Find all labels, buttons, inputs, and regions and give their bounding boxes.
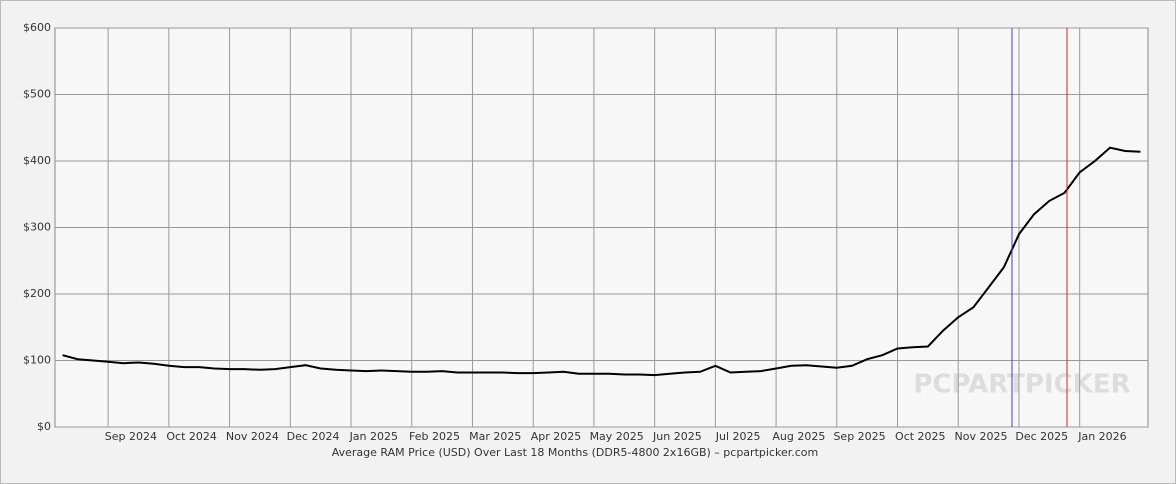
x-tick-label: Feb 2025 [409,430,460,443]
x-tick-label: Mar 2025 [469,430,521,443]
x-tick-label: Jan 2025 [349,430,398,443]
x-tick-label: Oct 2025 [895,430,946,443]
x-tick-label: Oct 2024 [166,430,217,443]
watermark: PCPARTPICKER [913,370,1130,400]
x-tick-label: Apr 2025 [531,430,582,443]
y-tick-label: $0 [37,420,51,433]
caption: Average RAM Price (USD) Over Last 18 Mon… [332,446,818,459]
x-tick-label: Nov 2025 [955,430,1008,443]
x-tick-label: Jan 2026 [1077,430,1126,443]
x-tick-label: Sep 2025 [833,430,885,443]
y-tick-label: $400 [23,154,51,167]
y-tick-label: $200 [23,287,51,300]
x-tick-label: Jul 2025 [715,430,761,443]
x-tick-label: Sep 2024 [105,430,157,443]
x-tick-label: Dec 2025 [1015,430,1068,443]
y-tick-label: $100 [23,354,51,367]
x-tick-label: Nov 2024 [226,430,279,443]
y-tick-label: $300 [23,221,51,234]
x-tick-label: Dec 2024 [287,430,340,443]
price-line [62,146,1141,377]
x-tick-label: Jun 2025 [652,430,702,443]
x-tick-label: May 2025 [590,430,644,443]
y-tick-label: $500 [23,88,51,101]
x-tick-label: Aug 2025 [772,430,825,443]
y-tick-label: $600 [23,21,51,34]
